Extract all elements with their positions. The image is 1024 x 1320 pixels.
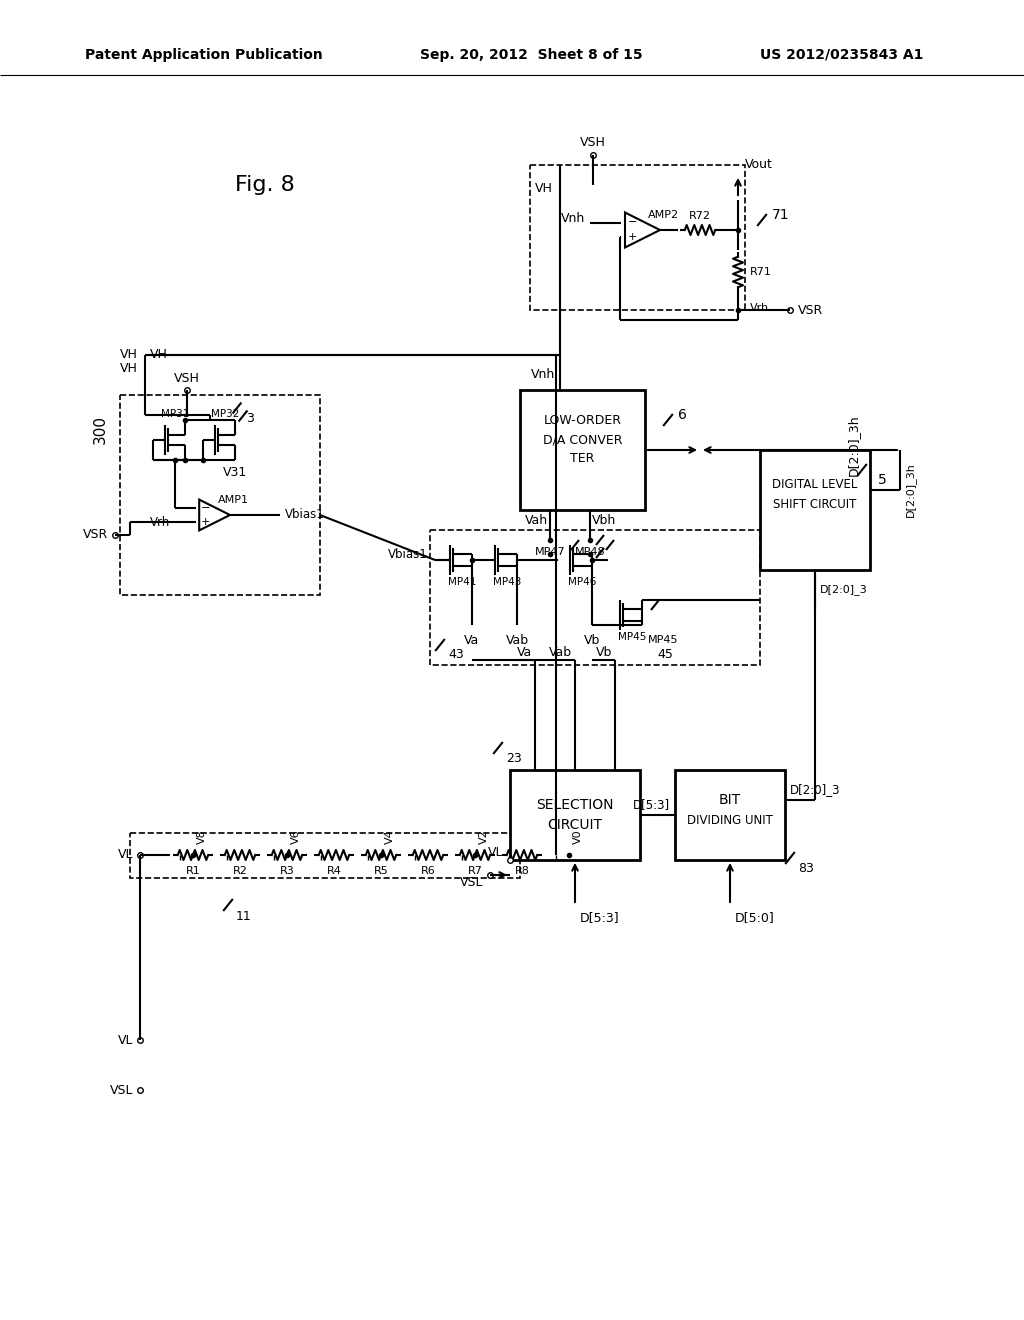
Text: R6: R6 bbox=[421, 866, 435, 876]
Text: D[5:0]: D[5:0] bbox=[735, 912, 775, 924]
Text: Vbias1: Vbias1 bbox=[388, 549, 428, 561]
Text: D[5:3]: D[5:3] bbox=[633, 799, 670, 812]
Text: SHIFT CIRCUIT: SHIFT CIRCUIT bbox=[773, 499, 857, 511]
Text: AMP1: AMP1 bbox=[218, 495, 249, 506]
Bar bbox=[760, 450, 870, 570]
Text: D[2:0]_3h: D[2:0]_3h bbox=[905, 462, 915, 517]
Text: Vb: Vb bbox=[584, 634, 600, 647]
Text: 71: 71 bbox=[772, 209, 790, 222]
Text: SELECTION: SELECTION bbox=[537, 799, 613, 812]
Text: D/A CONVER: D/A CONVER bbox=[543, 433, 623, 446]
Text: Vbias1: Vbias1 bbox=[285, 508, 325, 521]
Text: R4: R4 bbox=[327, 866, 341, 876]
Text: Sep. 20, 2012  Sheet 8 of 15: Sep. 20, 2012 Sheet 8 of 15 bbox=[420, 48, 643, 62]
Text: R7: R7 bbox=[468, 866, 482, 876]
Text: D[2:0]_3: D[2:0]_3 bbox=[790, 784, 841, 796]
Text: Va: Va bbox=[464, 634, 479, 647]
Text: VSL: VSL bbox=[110, 1084, 133, 1097]
Text: V8: V8 bbox=[197, 830, 207, 845]
Text: R3: R3 bbox=[280, 866, 294, 876]
Text: Vnh: Vnh bbox=[561, 211, 585, 224]
Text: 43: 43 bbox=[449, 648, 464, 661]
Text: Vah: Vah bbox=[525, 513, 548, 527]
Text: Vab: Vab bbox=[506, 634, 528, 647]
Text: MP31: MP31 bbox=[161, 409, 189, 418]
Text: LOW-ORDER: LOW-ORDER bbox=[544, 413, 622, 426]
Text: TER: TER bbox=[570, 451, 595, 465]
Text: 11: 11 bbox=[236, 909, 252, 923]
Text: VSL: VSL bbox=[460, 875, 483, 888]
Text: VL: VL bbox=[118, 1034, 133, 1047]
Bar bbox=[510, 770, 640, 861]
Bar bbox=[530, 165, 745, 310]
Text: DIVIDING UNIT: DIVIDING UNIT bbox=[687, 813, 773, 826]
Text: D[5:3]: D[5:3] bbox=[580, 912, 620, 924]
Text: V31: V31 bbox=[223, 466, 247, 479]
Text: MP32: MP32 bbox=[211, 409, 240, 418]
Text: R72: R72 bbox=[689, 211, 711, 220]
Text: VL: VL bbox=[487, 846, 503, 858]
Text: Vbh: Vbh bbox=[592, 513, 616, 527]
Text: VH: VH bbox=[151, 348, 168, 362]
Text: BIT: BIT bbox=[719, 793, 741, 807]
Text: V0: V0 bbox=[573, 830, 583, 845]
Text: 6: 6 bbox=[678, 408, 687, 422]
Text: MP46: MP46 bbox=[568, 577, 596, 587]
Text: Vrh: Vrh bbox=[750, 304, 769, 313]
Text: VSR: VSR bbox=[83, 528, 108, 541]
Text: VH: VH bbox=[120, 362, 138, 375]
Bar bbox=[130, 833, 520, 878]
Text: MP45: MP45 bbox=[617, 632, 646, 642]
Text: R1: R1 bbox=[185, 866, 201, 876]
Text: 5: 5 bbox=[878, 473, 887, 487]
Text: Patent Application Publication: Patent Application Publication bbox=[85, 48, 323, 62]
Text: VSH: VSH bbox=[580, 136, 606, 149]
Text: R8: R8 bbox=[515, 866, 529, 876]
Text: Fig. 8: Fig. 8 bbox=[234, 176, 295, 195]
Text: 83: 83 bbox=[798, 862, 814, 874]
Text: Vnh: Vnh bbox=[530, 368, 555, 381]
Text: CIRCUIT: CIRCUIT bbox=[548, 818, 602, 832]
Text: US 2012/0235843 A1: US 2012/0235843 A1 bbox=[760, 48, 924, 62]
Text: +: + bbox=[201, 516, 211, 527]
Text: MP43: MP43 bbox=[493, 577, 521, 587]
Text: R2: R2 bbox=[232, 866, 248, 876]
Text: V6: V6 bbox=[291, 830, 301, 845]
Text: +: + bbox=[628, 232, 637, 243]
Text: 45: 45 bbox=[657, 648, 673, 661]
Bar bbox=[120, 395, 319, 595]
Text: AMP2: AMP2 bbox=[648, 210, 679, 220]
Text: −: − bbox=[201, 503, 211, 513]
Text: V2: V2 bbox=[479, 830, 489, 845]
Text: R71: R71 bbox=[750, 267, 772, 277]
Text: D[2:0]_3h: D[2:0]_3h bbox=[847, 414, 860, 475]
Text: R5: R5 bbox=[374, 866, 388, 876]
Text: VSH: VSH bbox=[174, 371, 200, 384]
Text: MP47: MP47 bbox=[535, 546, 565, 557]
Text: MP45: MP45 bbox=[648, 635, 679, 645]
Bar bbox=[430, 531, 760, 665]
Text: Vab: Vab bbox=[549, 645, 572, 659]
Text: Vrh: Vrh bbox=[150, 516, 170, 528]
Text: Vb: Vb bbox=[596, 645, 612, 659]
Text: VL: VL bbox=[118, 849, 133, 862]
Text: Va: Va bbox=[517, 645, 532, 659]
Text: 3: 3 bbox=[246, 412, 254, 425]
Text: −: − bbox=[628, 218, 637, 227]
Text: DIGITAL LEVEL: DIGITAL LEVEL bbox=[772, 479, 858, 491]
Text: D[2:0]_3: D[2:0]_3 bbox=[820, 585, 867, 595]
Text: MP48: MP48 bbox=[574, 546, 605, 557]
Text: V4: V4 bbox=[385, 830, 395, 845]
Bar bbox=[675, 770, 785, 861]
Text: VSR: VSR bbox=[798, 304, 823, 317]
Bar bbox=[520, 389, 645, 510]
Text: 300: 300 bbox=[93, 416, 108, 445]
Text: VH: VH bbox=[120, 348, 138, 362]
Text: 23: 23 bbox=[506, 751, 522, 764]
Text: Vout: Vout bbox=[745, 158, 773, 172]
Text: VH: VH bbox=[536, 181, 553, 194]
Text: MP41: MP41 bbox=[447, 577, 476, 587]
